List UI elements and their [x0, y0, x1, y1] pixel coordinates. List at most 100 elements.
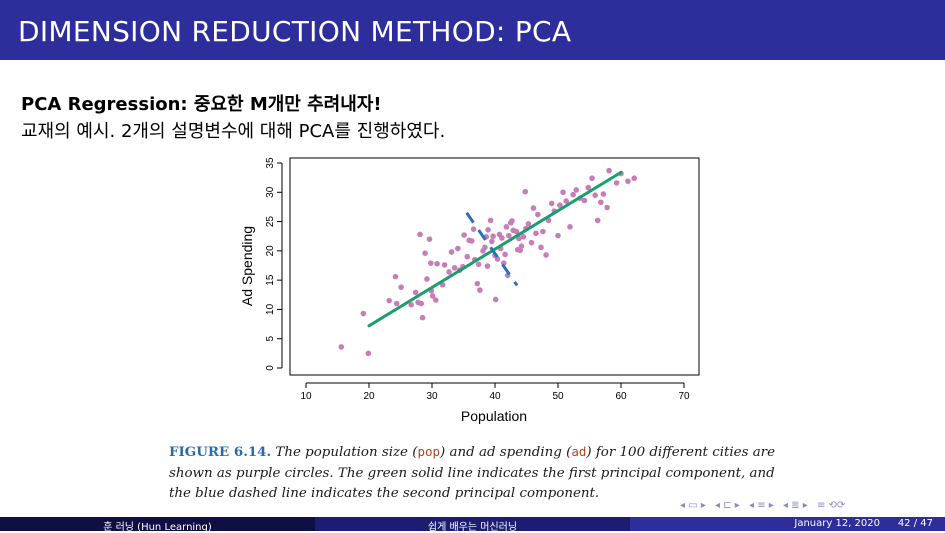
data-point	[451, 265, 458, 271]
data-point	[499, 235, 505, 241]
data-point	[432, 297, 439, 303]
data-point	[506, 232, 512, 239]
data-point	[502, 251, 508, 258]
data-point	[516, 235, 522, 242]
footer: 훈 러닝 (Hun Learning) 쉽게 배우는 머신러닝 January …	[0, 517, 945, 533]
data-point	[538, 244, 544, 251]
data-point	[535, 211, 541, 218]
data-point	[455, 245, 461, 252]
x-axis-label: Population	[461, 408, 527, 424]
y-tick-label: 35	[265, 157, 276, 169]
x-tick-label: 10	[300, 391, 312, 402]
data-point	[604, 204, 610, 211]
caption-text-3: ) for 100 different cities are shown as …	[169, 445, 776, 501]
data-point	[474, 280, 481, 287]
slide-title: DIMENSION REDUCTION METHOD: PCA	[18, 15, 572, 48]
y-tick-label: 30	[265, 186, 276, 198]
nav-align-icon[interactable]: ◂ ≣ ▸	[782, 500, 808, 511]
data-point	[412, 289, 419, 296]
data-point	[475, 261, 482, 268]
y-tick-label: 25	[265, 216, 276, 228]
data-point	[589, 175, 595, 182]
data-point	[422, 250, 428, 256]
y-tick-label: 10	[265, 303, 276, 315]
footer-course: 쉽게 배우는 머신러닝	[427, 522, 518, 533]
data-point	[424, 276, 430, 282]
data-point	[509, 218, 515, 224]
figure-caption: FIGURE 6.14. The population size (pop) a…	[169, 442, 789, 505]
data-point	[631, 175, 638, 182]
data-point	[548, 200, 555, 207]
beamer-navigation: ◂ ▭ ▸ ◂ ⊏ ▸ ◂ ≡ ▸ ◂ ≣ ▸ ≡ ⟲⟳	[680, 500, 940, 514]
data-point	[525, 221, 532, 227]
data-point	[426, 236, 433, 242]
data-point	[393, 300, 400, 307]
footer-author: 훈 러닝 (Hun Learning)	[103, 522, 212, 533]
data-point	[365, 350, 372, 357]
data-point	[417, 231, 423, 238]
x-tick-label: 40	[489, 391, 501, 402]
data-point	[592, 192, 598, 199]
data-point	[557, 202, 563, 208]
footer-author-box: 훈 러닝 (Hun Learning)	[0, 517, 315, 533]
nav-subsection-icon[interactable]: ◂ ⊏ ▸	[715, 500, 740, 511]
data-point	[501, 260, 507, 266]
data-point	[598, 199, 604, 206]
x-tick-label: 70	[678, 391, 690, 402]
data-point	[427, 260, 434, 266]
data-point	[470, 226, 477, 232]
data-point	[567, 224, 573, 230]
data-point	[540, 228, 546, 235]
x-tick-label: 50	[552, 391, 564, 402]
data-point	[386, 297, 392, 304]
data-point	[530, 205, 537, 211]
x-tick-label: 60	[615, 391, 627, 402]
caption-label: FIGURE 6.14.	[169, 444, 272, 460]
data-point	[573, 187, 580, 193]
data-point	[477, 287, 483, 293]
data-point	[392, 273, 399, 280]
data-point	[503, 224, 510, 230]
title-bar: DIMENSION REDUCTION METHOD: PCA	[0, 0, 945, 60]
data-point	[570, 191, 576, 198]
caption-text-2: ) and ad spending (	[440, 445, 572, 460]
data-point	[585, 184, 592, 191]
data-point	[600, 191, 607, 197]
pc2-line	[465, 211, 519, 287]
scatter-chart: 10 20 30 40 50 60 70 0 5 10 15 20 25 30 35 Population…	[239, 157, 700, 424]
x-axis: 10 20 30 40 50 60 70	[300, 382, 690, 402]
data-points	[338, 167, 638, 357]
data-point	[514, 246, 521, 253]
data-point	[434, 260, 440, 267]
y-axis: 0 5 10 15 20 25 30 35	[265, 157, 283, 371]
caption-code-pop: pop	[417, 444, 441, 459]
footer-date: January 12, 2020	[794, 518, 880, 529]
data-point	[464, 253, 471, 260]
data-point	[563, 198, 569, 204]
data-point	[482, 244, 488, 251]
x-tick-label: 30	[426, 391, 438, 402]
data-point	[484, 263, 491, 269]
data-point	[419, 314, 426, 321]
plot-frame	[289, 157, 700, 376]
caption-code-ad: ad	[571, 444, 587, 459]
nav-section-icon[interactable]: ◂ ≡ ▸	[749, 500, 774, 511]
data-point	[360, 310, 367, 317]
nav-frame-icon[interactable]: ◂ ▭ ▸	[680, 500, 706, 511]
data-point	[485, 226, 491, 233]
data-point	[338, 344, 345, 350]
data-point	[560, 189, 566, 196]
nav-search-icon[interactable]: ≡ ⟲⟳	[816, 500, 846, 511]
data-point	[528, 239, 535, 246]
y-axis-label: Ad Spending	[239, 226, 255, 306]
data-point	[418, 300, 425, 307]
data-point	[594, 217, 601, 224]
data-point	[468, 238, 475, 244]
y-tick-label: 20	[265, 245, 276, 257]
data-point	[461, 232, 467, 238]
data-point	[408, 301, 415, 308]
footer-page: 42 / 47	[897, 518, 933, 529]
data-point	[625, 178, 631, 184]
data-point	[490, 233, 496, 240]
data-point	[581, 197, 588, 204]
